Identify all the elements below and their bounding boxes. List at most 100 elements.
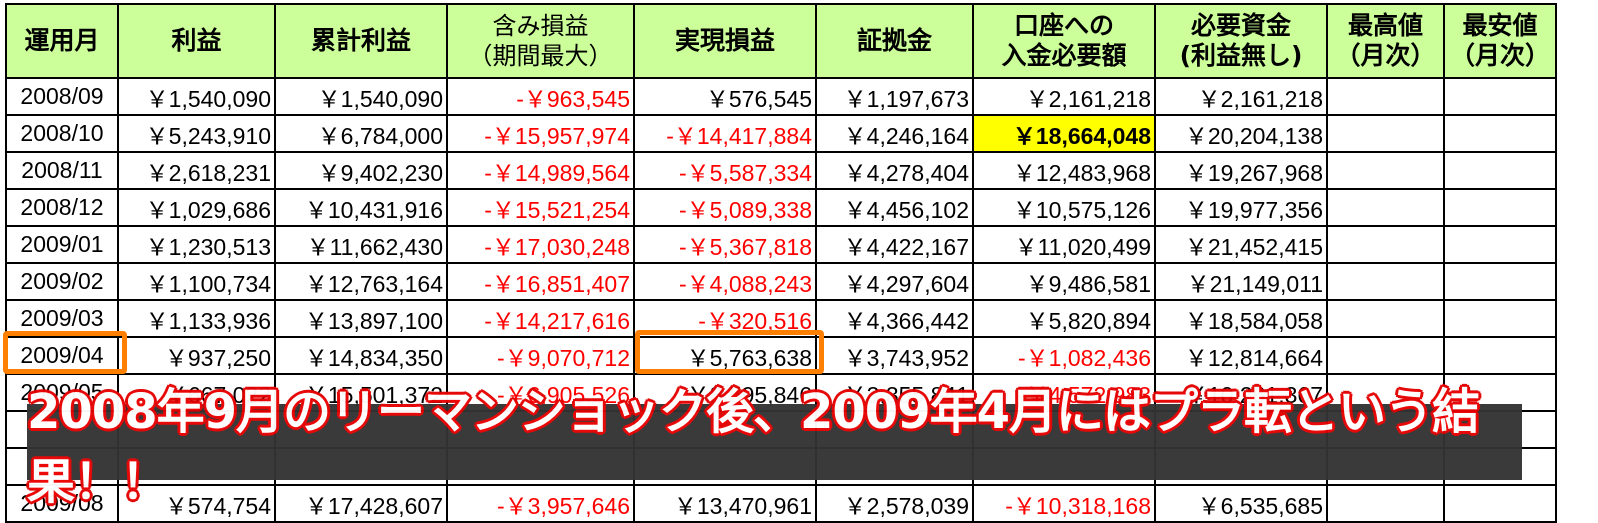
cell-low [1443, 484, 1557, 523]
cell-deposit: ￥10,575,126 [972, 188, 1156, 227]
cell-realized: -￥5,587,334 [633, 151, 817, 190]
cell-realized: -￥5,089,338 [633, 188, 817, 227]
cell-high [1326, 262, 1445, 301]
callout-realized-2009-04 [635, 330, 824, 374]
header-profit: 利益 [117, 3, 276, 79]
cell-margin: ￥1,197,673 [815, 77, 974, 116]
cell-low [1443, 336, 1557, 375]
cell-unrealized: -￥963,545 [446, 77, 635, 116]
cell-deposit: ￥11,020,499 [972, 225, 1156, 264]
cell-cumulative: ￥14,834,350 [274, 336, 448, 375]
cell-cumulative: ￥13,897,100 [274, 299, 448, 338]
cell-unrealized: -￥17,030,248 [446, 225, 635, 264]
cell-low [1443, 225, 1557, 264]
cell-margin: ￥4,246,164 [815, 114, 974, 153]
cell-required: ￥20,204,138 [1154, 114, 1328, 153]
callout-month-2009-04 [3, 331, 127, 374]
table-row: 2009/01 ￥1,230,513 ￥11,662,430 -￥17,030,248… [5, 225, 1557, 264]
cell-cumulative: ￥17,428,607 [274, 484, 448, 523]
cell-month: 2009/05 [5, 373, 119, 412]
cell-deposit: ￥2,161,218 [972, 77, 1156, 116]
header-realized: 実現損益 [633, 3, 817, 79]
cell-profit: ￥1,133,936 [117, 299, 276, 338]
cell-month: 2009/01 [5, 225, 119, 264]
cell-required: ￥2,161,218 [1154, 77, 1328, 116]
cell-realized: ￥576,545 [633, 77, 817, 116]
cell-cumulative: ￥10,431,916 [274, 188, 448, 227]
cell-high [1326, 225, 1445, 264]
cell-profit: ￥937,250 [117, 336, 276, 375]
cell-profit: ￥1,540,090 [117, 77, 276, 116]
cell-low [1443, 77, 1557, 116]
cell-realized: -￥4,088,243 [633, 262, 817, 301]
cell-month: 2008/10 [5, 114, 119, 153]
cell-required: ￥12,814,664 [1154, 336, 1328, 375]
cell-low [1443, 151, 1557, 190]
cell-month: 2008/09 [5, 77, 119, 116]
cell-deposit: ￥18,664,048 [972, 114, 1156, 153]
cell-cumulative: ￥1,540,090 [274, 77, 448, 116]
table-row: 2009/04 ￥937,250 ￥14,834,350 -￥9,070,712 ￥5,… [5, 336, 1557, 375]
table-row: 2009/02 ￥1,100,734 ￥12,763,164 -￥16,851,407… [5, 262, 1557, 301]
header-deposit: 口座への 入金必要額 [972, 3, 1156, 79]
cell-profit: ￥5,243,910 [117, 114, 276, 153]
cell-unrealized: -￥15,957,974 [446, 114, 635, 153]
cell-unrealized: -￥3,957,646 [446, 484, 635, 523]
table-row: 2009/03 ￥1,133,936 ￥13,897,100 -￥14,217,616… [5, 299, 1557, 338]
header-margin: 証拠金 [815, 3, 974, 79]
header-month: 運用月 [5, 3, 119, 79]
cell-realized: -￥14,417,884 [633, 114, 817, 153]
cell-margin: ￥3,743,952 [815, 336, 974, 375]
cell-low [1443, 262, 1557, 301]
cell-margin: ￥4,297,604 [815, 262, 974, 301]
cell-required: ￥6,535,685 [1154, 484, 1328, 523]
cell-unrealized: -￥15,521,254 [446, 188, 635, 227]
cell-deposit: ￥9,486,581 [972, 262, 1156, 301]
cell-realized: -￥5,367,818 [633, 225, 817, 264]
cell-cumulative: ￥9,402,230 [274, 151, 448, 190]
cell-high [1326, 336, 1445, 375]
table-row: 2008/12 ￥1,029,686 ￥10,431,916 -￥15,521,254… [5, 188, 1557, 227]
cell-deposit: -￥10,318,168 [972, 484, 1156, 523]
table-row: 2009/08 ￥574,754 ￥17,428,607 -￥3,957,646 ￥13… [5, 484, 1557, 523]
cell-required: ￥21,149,011 [1154, 262, 1328, 301]
cell-low [1443, 188, 1557, 227]
cell-required: ￥18,584,058 [1154, 299, 1328, 338]
cell-month: 2008/12 [5, 188, 119, 227]
header-unrealized: 含み損益 （期間最大） [446, 3, 635, 79]
cell-high [1326, 188, 1445, 227]
cell-profit: ￥1,230,513 [117, 225, 276, 264]
cell-cumulative: ￥11,662,430 [274, 225, 448, 264]
header-required: 必要資金 (利益無し) [1154, 3, 1328, 79]
cell-margin: ￥4,278,404 [815, 151, 974, 190]
cell-month: 2008/11 [5, 151, 119, 190]
cell-margin: ￥4,456,102 [815, 188, 974, 227]
cell-high [1326, 77, 1445, 116]
table-row: 2008/11 ￥2,618,231 ￥9,402,230 -￥14,989,564-… [5, 151, 1557, 190]
header-row: 運用月 利益 累計利益 含み損益 （期間最大） 実現損益 証拠金 口座への 入金必要… [5, 3, 1557, 79]
cell-high [1326, 114, 1445, 153]
cell-high [1326, 151, 1445, 190]
results-table: 運用月 利益 累計利益 含み損益 （期間最大） 実現損益 証拠金 口座への 入金必要… [5, 3, 1557, 523]
caption-text: 2008年9月のリーマンショック後、2009年4月にはプラ転という結果！！ [27, 384, 1480, 510]
header-high: 最高値 （月次） [1326, 3, 1445, 79]
cell-high [1326, 299, 1445, 338]
cell-required: ￥19,267,968 [1154, 151, 1328, 190]
cell-profit: ￥1,100,734 [117, 262, 276, 301]
caption-banner: 2008年9月のリーマンショック後、2009年4月にはプラ転という結果！！ [27, 384, 1522, 510]
cell-unrealized: -￥14,989,564 [446, 151, 635, 190]
cell-unrealized: -￥14,217,616 [446, 299, 635, 338]
cell-unrealized: -￥9,070,712 [446, 336, 635, 375]
cell-margin: ￥4,366,442 [815, 299, 974, 338]
cell-cumulative: ￥6,784,000 [274, 114, 448, 153]
table-row: 2008/09 ￥1,540,090 ￥1,540,090 -￥963,545 ￥576… [5, 77, 1557, 116]
header-low: 最安値 （月次） [1443, 3, 1557, 79]
cell-deposit: ￥5,820,894 [972, 299, 1156, 338]
cell-margin: ￥2,578,039 [815, 484, 974, 523]
cell-profit: ￥2,618,231 [117, 151, 276, 190]
cell-month: 2009/02 [5, 262, 119, 301]
header-cumulative: 累計利益 [274, 3, 448, 79]
cell-unrealized: -￥16,851,407 [446, 262, 635, 301]
cell-low [1443, 299, 1557, 338]
cell-cumulative: ￥12,763,164 [274, 262, 448, 301]
